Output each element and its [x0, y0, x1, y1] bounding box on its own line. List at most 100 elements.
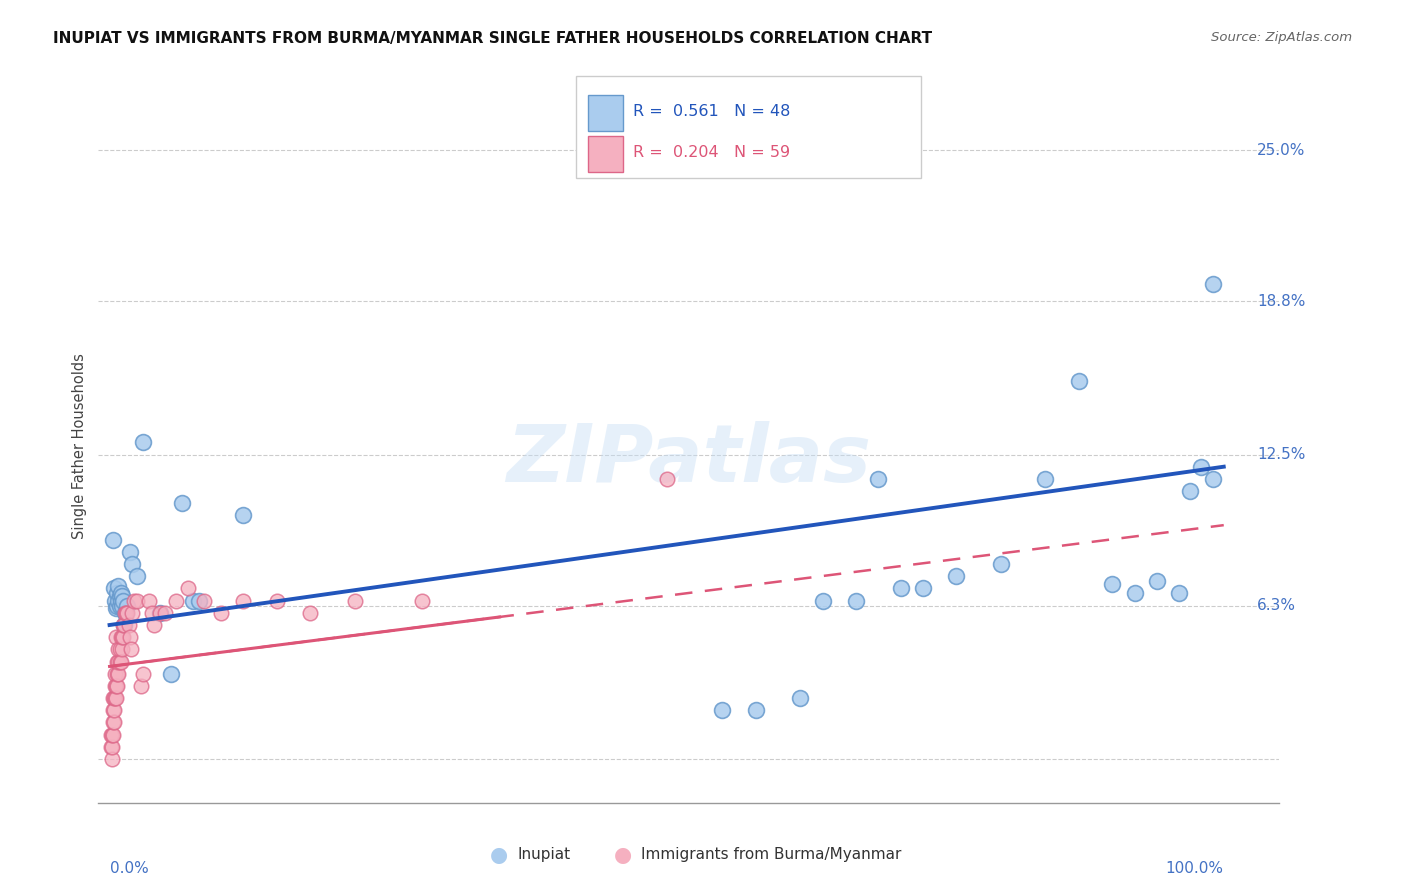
Point: [107, 579, 129, 593]
Point: [1180, 484, 1202, 499]
Point: [107, 655, 129, 669]
Point: [111, 630, 134, 644]
Point: [111, 599, 134, 613]
Point: [1191, 459, 1213, 474]
Point: [120, 642, 142, 657]
Text: INUPIAT VS IMMIGRANTS FROM BURMA/MYANMAR SINGLE FATHER HOUSEHOLDS CORRELATION CH: INUPIAT VS IMMIGRANTS FROM BURMA/MYANMAR…: [53, 31, 932, 46]
Point: [101, 533, 124, 547]
Point: [111, 593, 134, 607]
Point: [105, 679, 128, 693]
Point: [107, 593, 129, 607]
Point: [121, 557, 143, 571]
Point: [181, 593, 204, 607]
Point: [117, 618, 139, 632]
Point: [655, 472, 678, 486]
Point: [117, 599, 139, 613]
Text: ●: ●: [614, 845, 631, 864]
Point: [890, 582, 912, 596]
Point: [103, 691, 125, 706]
Point: [411, 593, 433, 607]
Point: [299, 606, 322, 620]
Point: [111, 618, 134, 632]
Text: R =  0.204   N = 59: R = 0.204 N = 59: [633, 145, 790, 160]
Point: [118, 630, 141, 644]
Point: [101, 728, 124, 742]
Point: [103, 582, 125, 596]
Point: [105, 599, 128, 613]
Text: ●: ●: [491, 845, 508, 864]
Text: Source: ZipAtlas.com: Source: ZipAtlas.com: [1212, 31, 1353, 45]
Text: R =  0.561   N = 48: R = 0.561 N = 48: [633, 104, 790, 119]
Text: 100.0%: 100.0%: [1166, 862, 1223, 876]
Point: [1101, 576, 1123, 591]
Point: [104, 666, 127, 681]
Text: 6.3%: 6.3%: [1257, 598, 1296, 613]
Point: [911, 582, 934, 596]
Point: [112, 618, 135, 632]
Point: [114, 606, 136, 620]
Point: [115, 606, 138, 620]
Point: [110, 593, 132, 607]
Point: [103, 703, 125, 717]
Point: [111, 630, 134, 644]
Point: [105, 679, 128, 693]
Point: [104, 679, 127, 693]
Point: [105, 666, 128, 681]
Point: [101, 728, 124, 742]
Point: [1123, 586, 1146, 600]
Text: Immigrants from Burma/Myanmar: Immigrants from Burma/Myanmar: [641, 847, 901, 862]
Point: [101, 715, 124, 730]
Point: [132, 435, 155, 450]
Point: [104, 691, 127, 706]
Point: [108, 589, 131, 603]
Point: [132, 666, 155, 681]
Point: [193, 593, 215, 607]
Point: [108, 642, 131, 657]
Point: [232, 593, 254, 607]
Point: [141, 606, 163, 620]
Point: [1201, 472, 1223, 486]
Point: [105, 630, 128, 644]
Point: [160, 666, 183, 681]
Point: [110, 655, 132, 669]
Point: [845, 593, 868, 607]
Y-axis label: Single Father Households: Single Father Households: [72, 353, 87, 539]
Point: [100, 728, 122, 742]
Point: [811, 593, 834, 607]
Point: [232, 508, 254, 523]
Point: [104, 593, 127, 607]
Point: [101, 752, 124, 766]
Point: [101, 739, 124, 754]
Text: 25.0%: 25.0%: [1257, 143, 1306, 158]
Point: [745, 703, 768, 717]
Point: [149, 606, 172, 620]
Point: [108, 655, 131, 669]
Text: Inupiat: Inupiat: [517, 847, 571, 862]
Text: ZIPatlas: ZIPatlas: [506, 421, 872, 500]
Text: 18.8%: 18.8%: [1257, 293, 1306, 309]
Point: [118, 545, 141, 559]
Point: [945, 569, 967, 583]
Point: [266, 593, 288, 607]
Point: [107, 642, 129, 657]
Point: [149, 606, 172, 620]
Point: [343, 593, 366, 607]
Point: [129, 679, 152, 693]
Point: [155, 606, 177, 620]
Point: [1168, 586, 1191, 600]
Point: [127, 569, 149, 583]
Point: [170, 496, 193, 510]
Point: [111, 642, 134, 657]
Point: [117, 606, 139, 620]
Point: [101, 703, 124, 717]
Point: [110, 586, 132, 600]
Point: [1067, 375, 1090, 389]
Point: [103, 715, 125, 730]
Point: [127, 593, 149, 607]
Point: [110, 630, 132, 644]
Point: [105, 691, 128, 706]
Point: [114, 606, 136, 620]
Point: [101, 691, 124, 706]
Point: [107, 666, 129, 681]
Point: [105, 601, 128, 615]
